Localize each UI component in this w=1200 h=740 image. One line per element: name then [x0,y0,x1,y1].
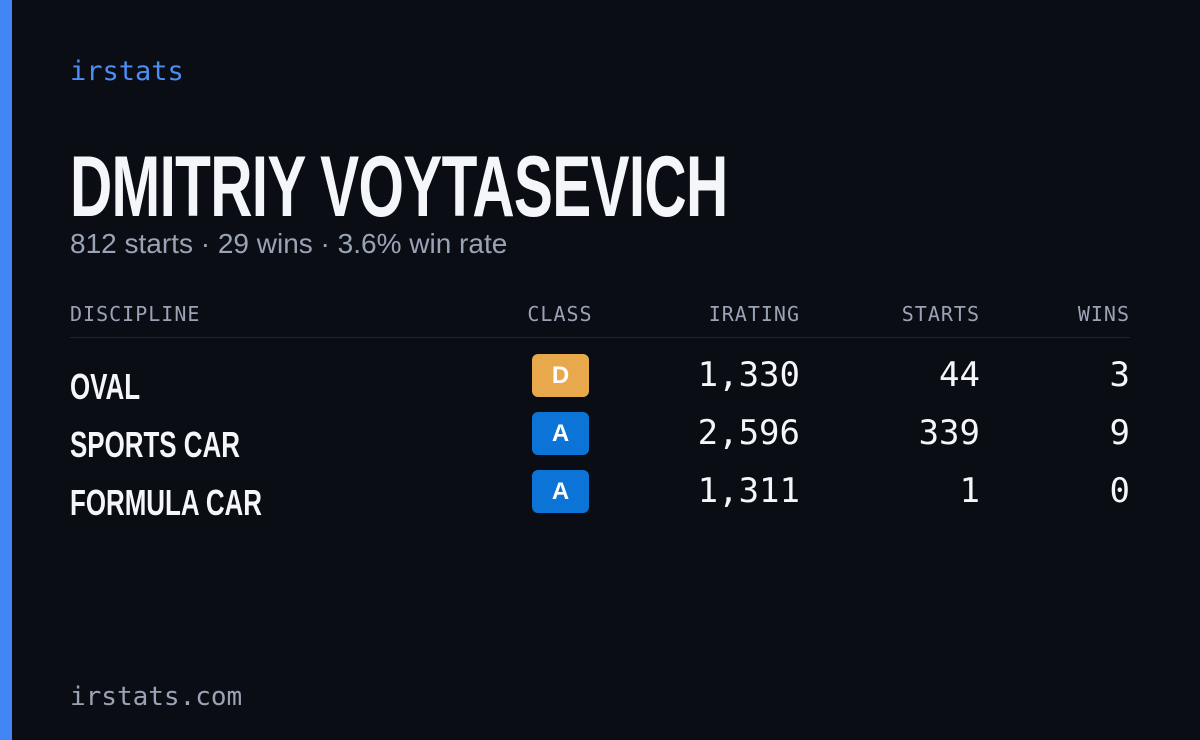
class-badge: A [532,412,589,455]
irating: 2,596 [697,413,800,453]
player-name: DMITRIY VOYTASEVICH [70,139,728,235]
header-rule [70,337,1130,338]
column-header: CLASS [527,302,593,326]
summary: 812 starts · 29 wins · 3.6% win rate [70,228,508,259]
starts: 1 [959,471,980,511]
brand: irstats [70,56,184,87]
irating: 1,311 [697,471,800,511]
discipline: SPORTS CAR [70,424,240,465]
starts: 339 [918,413,980,453]
class-badge: D [532,354,589,397]
discipline: FORMULA CAR [70,482,262,523]
wins: 9 [1109,413,1130,453]
footer: irstats.com [70,682,243,712]
wins: 0 [1109,471,1130,511]
accent-bar [0,0,12,740]
class-badge: A [532,470,589,513]
column-header: IRATING [708,302,800,326]
discipline: OVAL [70,366,141,407]
column-header: WINS [1077,302,1130,326]
wins: 3 [1109,355,1130,395]
irating: 1,330 [697,355,800,395]
starts: 44 [939,355,980,395]
column-header: DISCIPLINE [70,302,201,326]
column-header: STARTS [901,302,980,326]
